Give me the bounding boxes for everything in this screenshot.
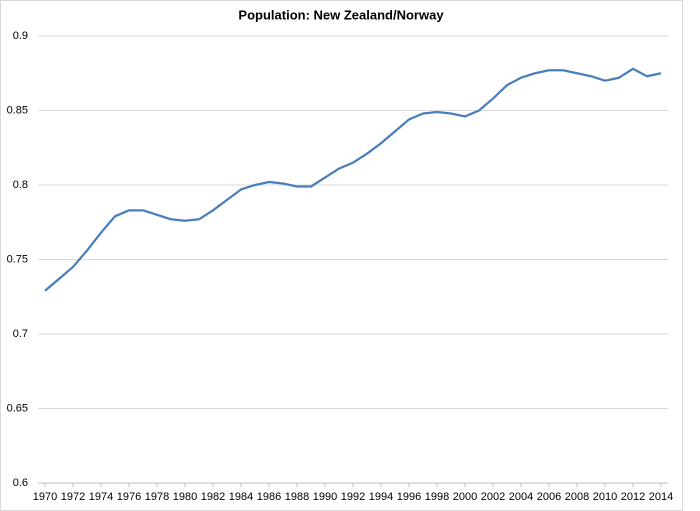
x-tick-label: 1988 bbox=[285, 491, 309, 503]
y-tick-label: 0.7 bbox=[13, 328, 28, 340]
x-tick-label: 1980 bbox=[173, 491, 197, 503]
x-tick-label: 1978 bbox=[145, 491, 169, 503]
x-tick-label: 1998 bbox=[425, 491, 449, 503]
y-tick-label: 0.85 bbox=[7, 104, 28, 116]
x-tick-label: 1974 bbox=[89, 491, 113, 503]
x-tick-label: 1976 bbox=[117, 491, 141, 503]
chart-title: Population: New Zealand/Norway bbox=[238, 7, 444, 22]
y-tick-label: 0.75 bbox=[7, 253, 28, 265]
x-tick-label: 1982 bbox=[201, 491, 225, 503]
y-tick-label: 0.9 bbox=[13, 30, 28, 42]
y-tick-label: 0.65 bbox=[7, 402, 28, 414]
x-tick-label: 2000 bbox=[453, 491, 477, 503]
y-tick-label: 0.8 bbox=[13, 179, 28, 191]
y-tick-label: 0.6 bbox=[13, 477, 28, 489]
x-tick-label: 1984 bbox=[229, 491, 253, 503]
x-tick-label: 1986 bbox=[257, 491, 281, 503]
x-tick-label: 2014 bbox=[649, 491, 673, 503]
x-tick-label: 2012 bbox=[621, 491, 645, 503]
x-tick-label: 1970 bbox=[33, 491, 57, 503]
data-line bbox=[44, 67, 662, 292]
x-tick-label: 2008 bbox=[565, 491, 589, 503]
x-tick-label: 2004 bbox=[509, 491, 533, 503]
x-tick-label: 1992 bbox=[341, 491, 365, 503]
x-tick-label: 2010 bbox=[593, 491, 617, 503]
chart-border bbox=[0, 0, 683, 511]
x-tick-label: 1994 bbox=[369, 491, 393, 503]
x-tick-label: 1990 bbox=[313, 491, 337, 503]
x-tick-label: 2006 bbox=[537, 491, 561, 503]
x-tick-label: 1996 bbox=[397, 491, 421, 503]
x-tick-label: 2002 bbox=[481, 491, 505, 503]
x-tick-label: 1972 bbox=[61, 491, 85, 503]
